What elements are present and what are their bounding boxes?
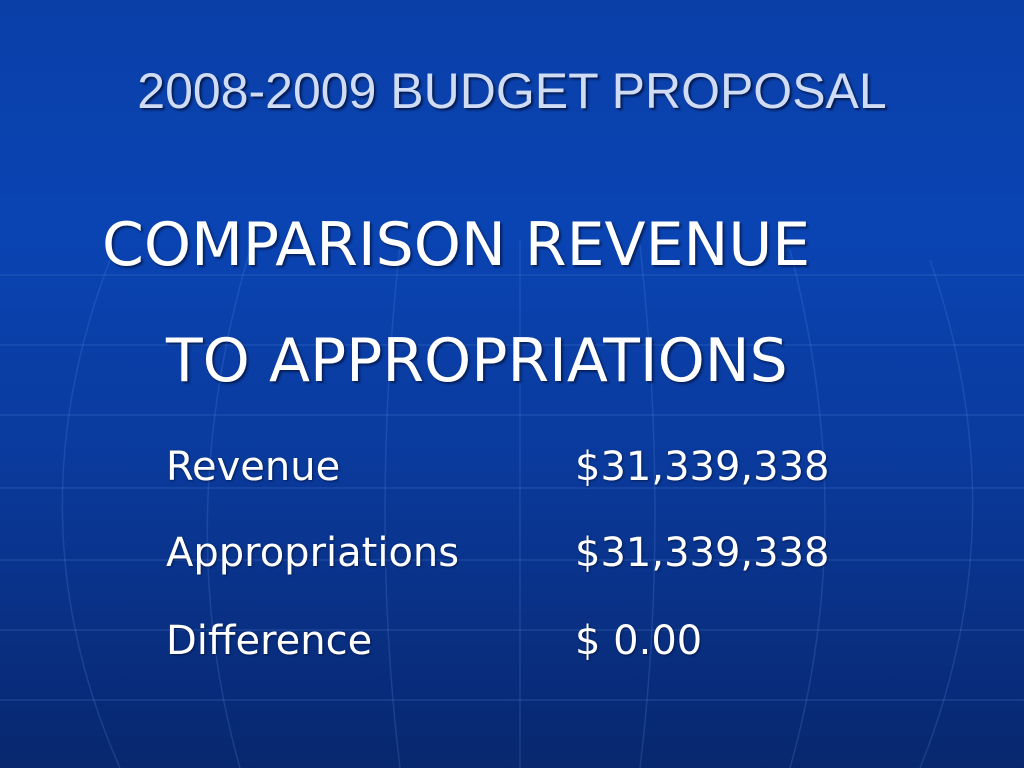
difference-label: Difference (166, 618, 373, 664)
appropriations-value: $31,339,338 (575, 530, 830, 576)
appropriations-label: Appropriations (166, 530, 460, 576)
revenue-label: Revenue (166, 444, 341, 490)
subtitle-line-2: TO APPROPRIATIONS (166, 326, 788, 396)
slide-title: 2008-2009 BUDGET PROPOSAL (137, 63, 887, 119)
subtitle-line-1: COMPARISON REVENUE (102, 210, 811, 280)
difference-value: $ 0.00 (575, 618, 703, 664)
revenue-value: $31,339,338 (575, 444, 830, 490)
